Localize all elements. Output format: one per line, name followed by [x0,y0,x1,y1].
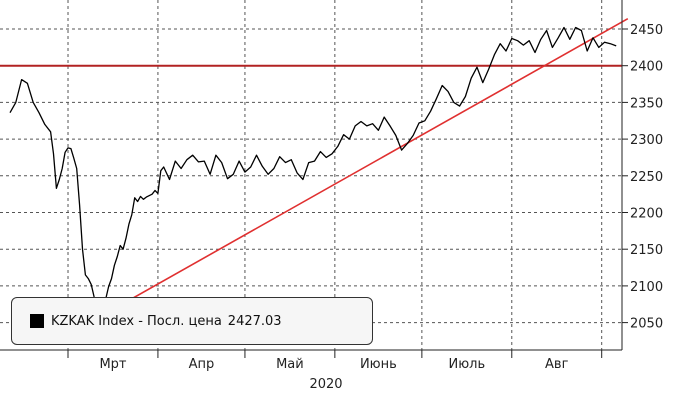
x-tick-label: Май [276,357,304,372]
y-tick-label: 2100 [630,280,663,295]
price-series [9,26,617,315]
trend-line [99,18,629,318]
x-tick-label: Авг [545,357,569,372]
x-tick-label: Апр [189,357,215,372]
y-tick-label: 2150 [630,243,663,258]
y-tick-label: 2050 [630,317,663,332]
y-tick-label: 2400 [630,60,663,75]
y-tick-label: 2450 [630,23,663,38]
y-axis: 2050 2100 2150 2200 2250 2300 2350 2400 2450 [621,0,663,350]
x-tick-label: Июль [449,357,486,372]
legend-label: KZKAK Index - Посл. цена [51,313,222,329]
legend-swatch [30,314,44,328]
y-tick-label: 2200 [630,207,663,222]
legend-last-value: 2427.03 [227,313,282,329]
y-tick-label: 2250 [630,170,663,185]
y-tick-label: 2350 [630,96,663,111]
price-line [9,26,617,315]
x-tick-label: Мрт [99,357,126,372]
x-axis-year-label: 2020 [309,377,342,392]
reference-lines [0,18,629,318]
x-tick-label: Июнь [360,357,397,372]
legend-box: KZKAK Index - Посл. цена 2427.03 [11,297,373,345]
x-axis: Мрт Апр Май Июнь Июль Авг [0,349,622,372]
y-tick-label: 2300 [630,133,663,148]
